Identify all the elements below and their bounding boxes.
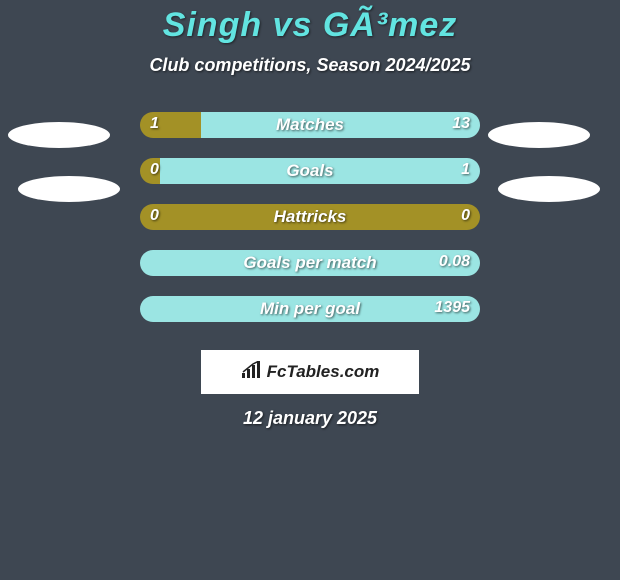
infographic-root: Singh vs GÃ³mez Club competitions, Seaso… [0,0,620,580]
logo-text: FcTables.com [267,362,380,382]
stat-row: 0.08Goals per match [0,250,620,296]
date-label: 12 january 2025 [0,408,620,429]
page-subtitle: Club competitions, Season 2024/2025 [0,55,620,76]
metric-label: Min per goal [0,299,620,319]
metric-label: Matches [0,115,620,135]
metric-label: Hattricks [0,207,620,227]
metric-label: Goals per match [0,253,620,273]
stat-row: 01Goals [0,158,620,204]
stat-row: 113Matches [0,112,620,158]
metric-label: Goals [0,161,620,181]
page-title: Singh vs GÃ³mez [0,0,620,45]
logo-box: FcTables.com [201,350,419,394]
stat-row: 1395Min per goal [0,296,620,342]
stat-row: 00Hattricks [0,204,620,250]
logo-icon [241,361,263,384]
